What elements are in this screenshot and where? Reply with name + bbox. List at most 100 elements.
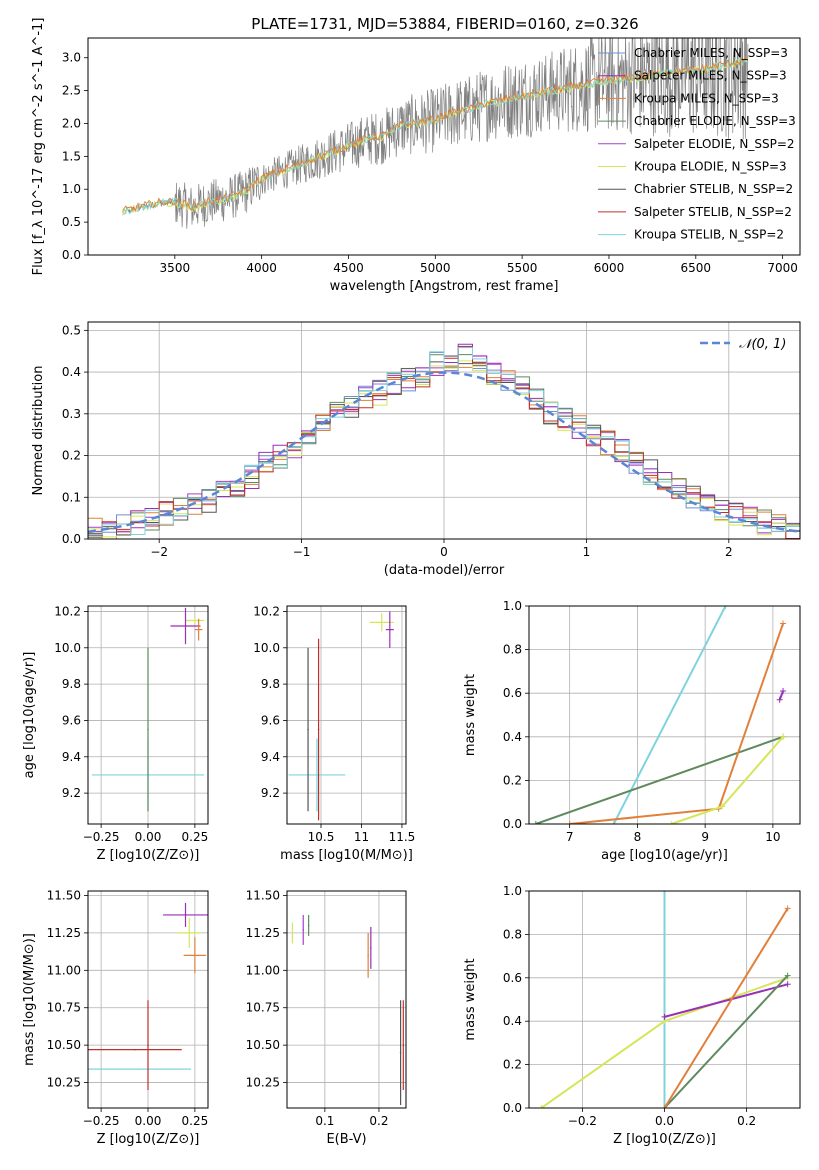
series-marker [532, 821, 539, 824]
x-tick-label: 0.25 [182, 1114, 209, 1128]
axes-frame [87, 321, 801, 540]
data-point [184, 914, 187, 916]
series-marker [661, 891, 668, 894]
x-tick-label: 0.2 [369, 1114, 388, 1128]
x-tick-label: 0.25 [182, 830, 209, 844]
series-marker [668, 821, 675, 824]
y-axis-label: age [log10(age/yr)] [22, 652, 37, 779]
x-tick-label: 7 [566, 830, 574, 844]
data-point [147, 728, 149, 731]
y-tick-label: 2.5 [62, 84, 81, 98]
x-tick-label: 4000 [246, 261, 277, 275]
y-tick-label: 9.2 [261, 786, 280, 800]
y-axis-label: Normed distribution [31, 366, 46, 496]
y-tick-label: 0.3 [62, 407, 81, 421]
x-axis-label: wavelength [Angstrom, rest frame] [330, 279, 559, 294]
y-axis-label: mass weight [463, 958, 478, 1040]
y-tick-label: 0.0 [62, 532, 81, 546]
series-marker [566, 821, 573, 824]
y-tick-label: 10.50 [47, 1038, 81, 1052]
x-tick-label: 5500 [507, 261, 538, 275]
y-tick-label: 11.00 [47, 963, 81, 977]
x-tick-label: −0.2 [568, 1114, 597, 1128]
x-tick-label: 11 [354, 830, 369, 844]
y-tick-label: 11.25 [47, 926, 81, 940]
legend-label: Chabrier ELODIE, N_SSP=3 [634, 114, 796, 128]
x-axis-label: (data-model)/error [384, 563, 505, 578]
series-line [664, 983, 788, 1018]
y-tick-label: 11.25 [246, 926, 280, 940]
x-tick-label: 10 [765, 830, 780, 844]
y-tick-label: 0.5 [62, 323, 81, 337]
panel-spectrum: 3500 4000 4500 5000 5500 6000 6500 7000 0.0 0.5 1.… [31, 18, 801, 294]
panel-mass_vs_ebv: 0.1 0.2 10.25 10.50 10.75 11.00 11.25 11.50 E(B-… [246, 888, 407, 1147]
data-point [316, 774, 318, 776]
y-tick-label: 0.1 [62, 490, 81, 504]
series-line [663, 907, 789, 1108]
y-tick-label: 10.25 [47, 1076, 81, 1090]
data-point [197, 628, 200, 631]
x-axis-label: E(B-V) [326, 1132, 366, 1147]
series-marker [784, 905, 791, 912]
axes-frame [528, 890, 801, 1109]
grid [287, 606, 406, 824]
y-tick-label: 0.8 [503, 927, 522, 941]
series-marker [780, 620, 787, 627]
y-tick-label: 10.50 [246, 1038, 280, 1052]
y-axis-label: mass [log10(M/M⊙)] [22, 933, 37, 1066]
series-marker [780, 733, 787, 740]
y-tick-label: 0.0 [503, 1101, 522, 1115]
legend-label: Kroupa STELIB, N_SSP=2 [634, 228, 784, 242]
y-tick-label: 1.5 [62, 149, 81, 163]
x-tick-label: 5000 [420, 261, 451, 275]
x-axis-label: mass [log10(M/M⊙)] [280, 848, 413, 863]
y-tick-label: 10.0 [253, 641, 280, 655]
grid [529, 605, 800, 825]
axes-frame [528, 605, 801, 825]
x-tick-label: −1 [293, 545, 311, 559]
y-tick-label: 0.4 [62, 365, 81, 379]
x-tick-label: 4500 [333, 261, 364, 275]
data-point [134, 1048, 136, 1051]
y-tick-label: 9.4 [261, 750, 280, 764]
x-tick-label: 6000 [594, 261, 625, 275]
x-tick-label: 0 [440, 545, 448, 559]
series-marker [719, 803, 726, 810]
x-tick-label: 0.00 [135, 1114, 162, 1128]
axes-frame [87, 37, 801, 256]
y-tick-label: 0.4 [503, 730, 522, 744]
panels: 3500 4000 4500 5000 5500 6000 6500 7000 0.0 0.5 1.… [22, 18, 801, 1147]
data-point [399, 1051, 402, 1054]
y-tick-label: 1.0 [503, 884, 522, 898]
y-tick-label: 10.75 [246, 1001, 280, 1015]
plot-area [538, 891, 791, 1108]
panel-mass_weight_vs_Z: −0.2 0.0 0.2 0.0 0.2 0.4 0.6 0.8 1.0 Z [log10(Z/Z… [463, 884, 801, 1147]
x-tick-label: −0.25 [83, 1114, 120, 1128]
x-axis-label: age [log10(age/yr)] [601, 848, 728, 863]
plot-area [122, 38, 749, 229]
panel-mass_vs_Z: −0.25 0.00 0.25 10.25 10.50 10.75 11.00 11.25 11… [22, 888, 209, 1147]
y-tick-label: 11.00 [246, 963, 280, 977]
y-tick-label: 9.4 [62, 750, 81, 764]
y-tick-label: 0.6 [503, 971, 522, 985]
series-marker [784, 981, 791, 988]
y-tick-label: 10.25 [246, 1076, 280, 1090]
data-point [380, 621, 383, 624]
data-point [194, 619, 196, 622]
x-tick-label: 1 [583, 545, 591, 559]
y-tick-label: 0.2 [503, 773, 522, 787]
series-line [778, 690, 785, 701]
x-tick-label: 0.1 [315, 1114, 334, 1128]
y-tick-label: 0.6 [503, 686, 522, 700]
y-axis-label: Flux [f_λ 10^-17 erg cm^-2 s^-1 A^-1] [31, 18, 46, 276]
y-tick-label: 1.0 [62, 182, 81, 196]
x-tick-label: 9 [701, 830, 709, 844]
data-point [389, 628, 391, 631]
x-tick-label: 0.0 [655, 1114, 674, 1128]
series-marker [661, 1013, 668, 1020]
x-tick-label: 0.00 [135, 830, 162, 844]
axes-frame [87, 605, 209, 825]
spectrum-legend: Chabrier MILES, N_SSP=3 Salpeter MILES, N… [598, 46, 796, 242]
x-tick-label: 3500 [160, 261, 191, 275]
